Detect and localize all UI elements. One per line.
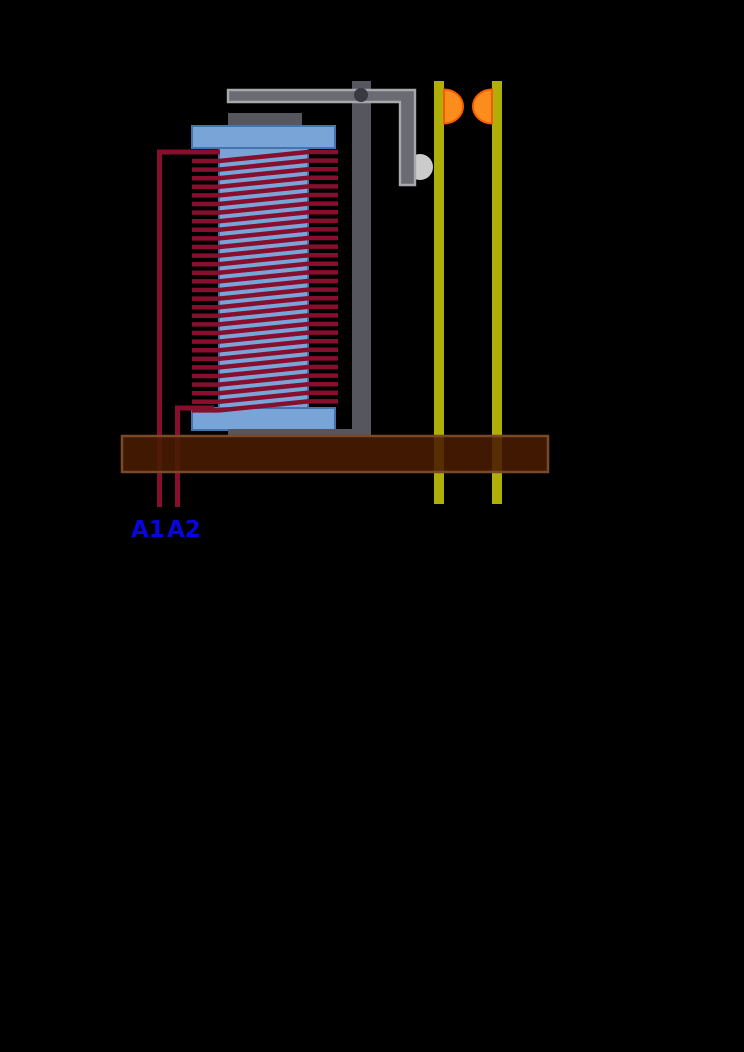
left-contact-strip	[434, 81, 444, 504]
coil-turn	[192, 175, 338, 190]
coil-turn	[192, 149, 338, 164]
coil-turn	[192, 278, 338, 293]
coil-turn	[192, 227, 338, 241]
coil-turn	[192, 201, 338, 215]
coil-turn	[192, 364, 338, 379]
armature-lever	[226, 88, 417, 187]
coil-turn	[192, 270, 338, 284]
coil-turn	[192, 321, 338, 336]
coil-turn	[192, 381, 338, 396]
iron-core-top	[228, 113, 302, 128]
yoke-post	[352, 81, 371, 436]
coil-turn	[192, 313, 338, 327]
coil-turn	[192, 261, 338, 276]
coil-turn	[192, 356, 338, 370]
left-contact-point	[443, 88, 464, 125]
terminal-label-a2: A2	[167, 517, 201, 543]
terminal-wire-a1	[157, 149, 220, 507]
right-contact-point	[472, 88, 493, 125]
coil-turn	[192, 158, 338, 172]
coil-turn	[192, 338, 338, 353]
coil-turn	[192, 347, 338, 362]
coil-turn	[192, 287, 338, 301]
base-board	[120, 434, 550, 474]
right-contact-strip	[492, 81, 502, 504]
coil-turn	[192, 295, 338, 310]
coil-turn	[192, 304, 338, 319]
terminal-wire-a2	[175, 405, 214, 507]
coil-turn	[192, 209, 338, 224]
coil-turn	[192, 192, 338, 207]
coil-turn	[192, 244, 338, 258]
coil-turn	[192, 252, 338, 267]
coil-turn	[192, 373, 338, 387]
armature-pivot	[354, 88, 368, 102]
coil-turn	[192, 218, 338, 233]
coil-turn	[192, 166, 338, 181]
coil-winding	[192, 149, 338, 413]
bobbin-top-flange	[191, 125, 336, 149]
coil-turn	[192, 184, 338, 198]
coil-turn	[192, 235, 338, 250]
coil-turn	[192, 330, 338, 344]
yoke-foot	[228, 429, 371, 436]
coil-turn	[192, 390, 338, 405]
terminal-label-a1: A1	[131, 517, 165, 543]
coil-turn	[192, 399, 338, 413]
